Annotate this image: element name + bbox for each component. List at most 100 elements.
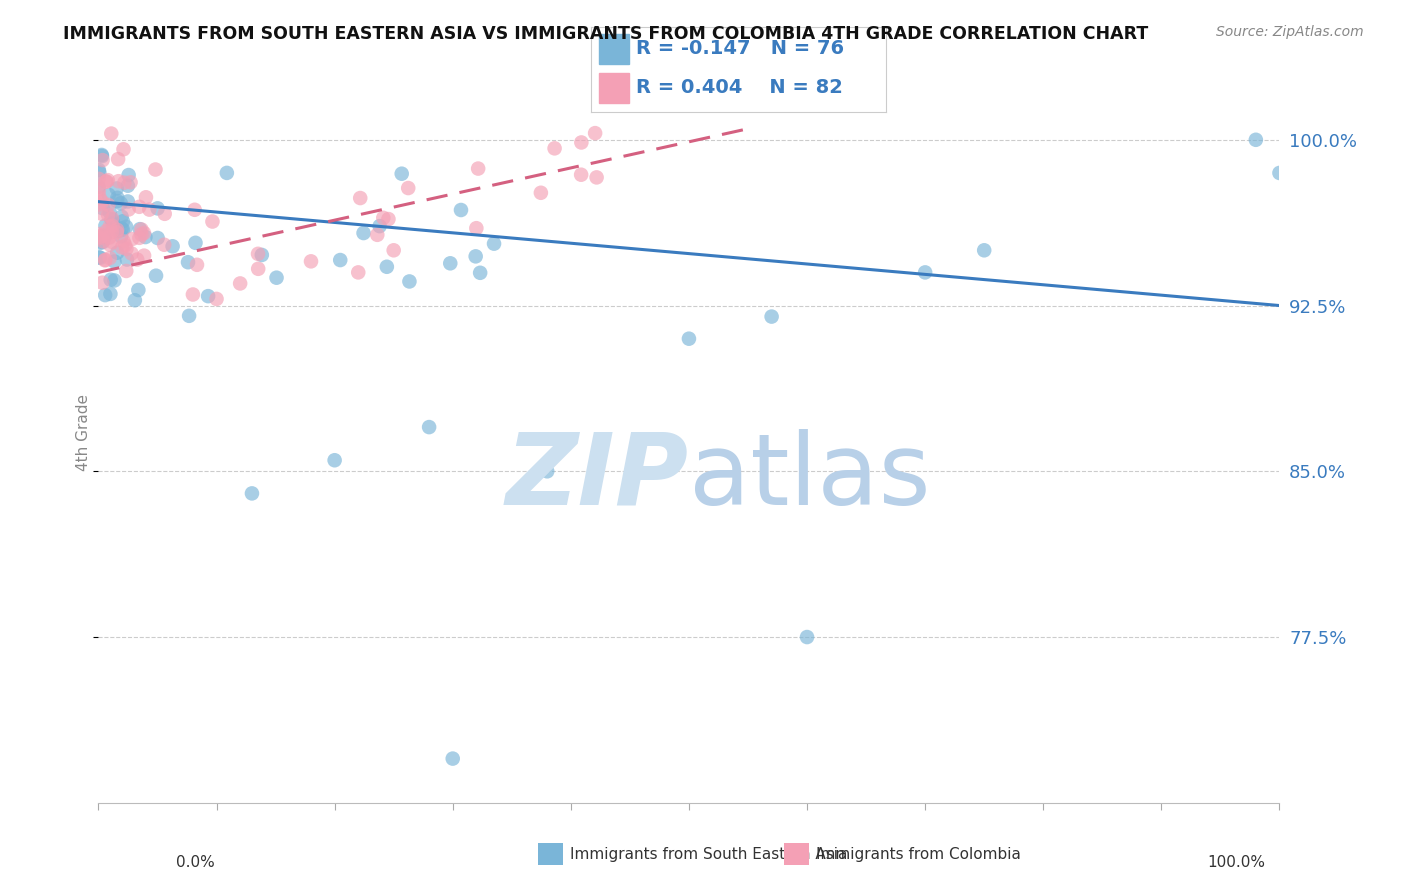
Point <box>366 227 388 242</box>
Point <box>146 231 169 245</box>
Point <box>117 202 139 217</box>
Point <box>382 244 405 258</box>
Point <box>107 174 129 188</box>
Point <box>87 183 110 197</box>
Text: Immigrants from Colombia: Immigrants from Colombia <box>815 847 1021 862</box>
Point <box>914 265 936 279</box>
Point <box>299 254 322 268</box>
Point <box>186 258 208 272</box>
Point <box>1244 133 1267 147</box>
Point <box>465 221 488 235</box>
Point <box>101 219 124 233</box>
Point <box>583 126 606 140</box>
Point <box>131 222 153 236</box>
Point <box>536 464 558 478</box>
Point <box>100 286 122 301</box>
Point <box>439 256 461 270</box>
Text: R = -0.147   N = 76: R = -0.147 N = 76 <box>637 39 845 58</box>
Point <box>127 252 149 267</box>
Point <box>117 178 139 193</box>
Point <box>94 288 117 302</box>
Point <box>1268 166 1291 180</box>
Point <box>89 166 111 180</box>
Point <box>112 235 135 249</box>
Point <box>94 175 117 189</box>
Point <box>131 227 153 242</box>
Text: IMMIGRANTS FROM SOUTH EASTERN ASIA VS IMMIGRANTS FROM COLOMBIA 4TH GRADE CORRELA: IMMIGRANTS FROM SOUTH EASTERN ASIA VS IM… <box>63 25 1149 43</box>
Point <box>87 197 110 211</box>
Point <box>247 247 270 261</box>
Point <box>98 205 121 219</box>
Point <box>181 287 204 301</box>
Point <box>110 210 132 224</box>
Point <box>464 249 486 263</box>
Point <box>87 180 110 194</box>
Point <box>89 251 111 265</box>
Point <box>482 236 505 251</box>
Point <box>115 219 138 234</box>
Point <box>96 224 118 238</box>
Point <box>115 252 138 267</box>
Point <box>91 235 114 249</box>
Point <box>132 249 155 263</box>
Point <box>145 268 167 283</box>
Point <box>97 208 120 222</box>
Point <box>97 198 120 212</box>
Point <box>115 242 138 256</box>
Point <box>138 202 160 217</box>
Point <box>201 214 224 228</box>
Point <box>329 253 352 268</box>
Point <box>398 275 420 289</box>
Point <box>418 420 440 434</box>
Point <box>120 175 142 189</box>
Point <box>266 270 288 285</box>
Point <box>91 276 114 290</box>
Point <box>94 253 117 268</box>
Point <box>240 486 263 500</box>
Point <box>103 216 125 230</box>
Point <box>105 223 128 237</box>
Point <box>569 168 592 182</box>
Text: 100.0%: 100.0% <box>1208 855 1265 870</box>
Point <box>127 283 149 297</box>
Point <box>105 225 128 239</box>
Text: Immigrants from South Eastern Asia: Immigrants from South Eastern Asia <box>571 847 848 862</box>
Point <box>391 167 413 181</box>
Point <box>98 230 121 244</box>
Point <box>134 230 156 244</box>
Point <box>128 200 150 214</box>
Point <box>146 202 169 216</box>
Point <box>91 235 114 249</box>
Point <box>467 161 489 176</box>
Point <box>441 751 464 765</box>
Point <box>100 225 122 239</box>
Point <box>87 186 110 201</box>
Point <box>91 149 114 163</box>
Point <box>349 191 371 205</box>
Point <box>132 226 155 240</box>
Point <box>94 252 117 267</box>
Point <box>89 231 111 245</box>
Point <box>101 211 124 226</box>
Text: ZIP: ZIP <box>506 428 689 525</box>
Point <box>93 229 115 244</box>
Point <box>396 181 419 195</box>
Text: R = 0.404    N = 82: R = 0.404 N = 82 <box>637 78 844 97</box>
Point <box>114 238 136 252</box>
Point <box>110 229 132 244</box>
Point <box>97 173 120 187</box>
Bar <box>599 72 628 103</box>
Point <box>373 211 395 225</box>
Point <box>98 237 121 252</box>
Point <box>111 214 134 228</box>
Point <box>678 332 700 346</box>
Y-axis label: 4th Grade: 4th Grade <box>76 394 90 471</box>
Point <box>111 222 134 236</box>
Point <box>87 227 110 241</box>
Point <box>105 245 128 260</box>
Point <box>162 239 184 253</box>
Point <box>353 226 375 240</box>
Point <box>121 232 143 246</box>
Point <box>153 207 176 221</box>
Point <box>124 293 146 308</box>
